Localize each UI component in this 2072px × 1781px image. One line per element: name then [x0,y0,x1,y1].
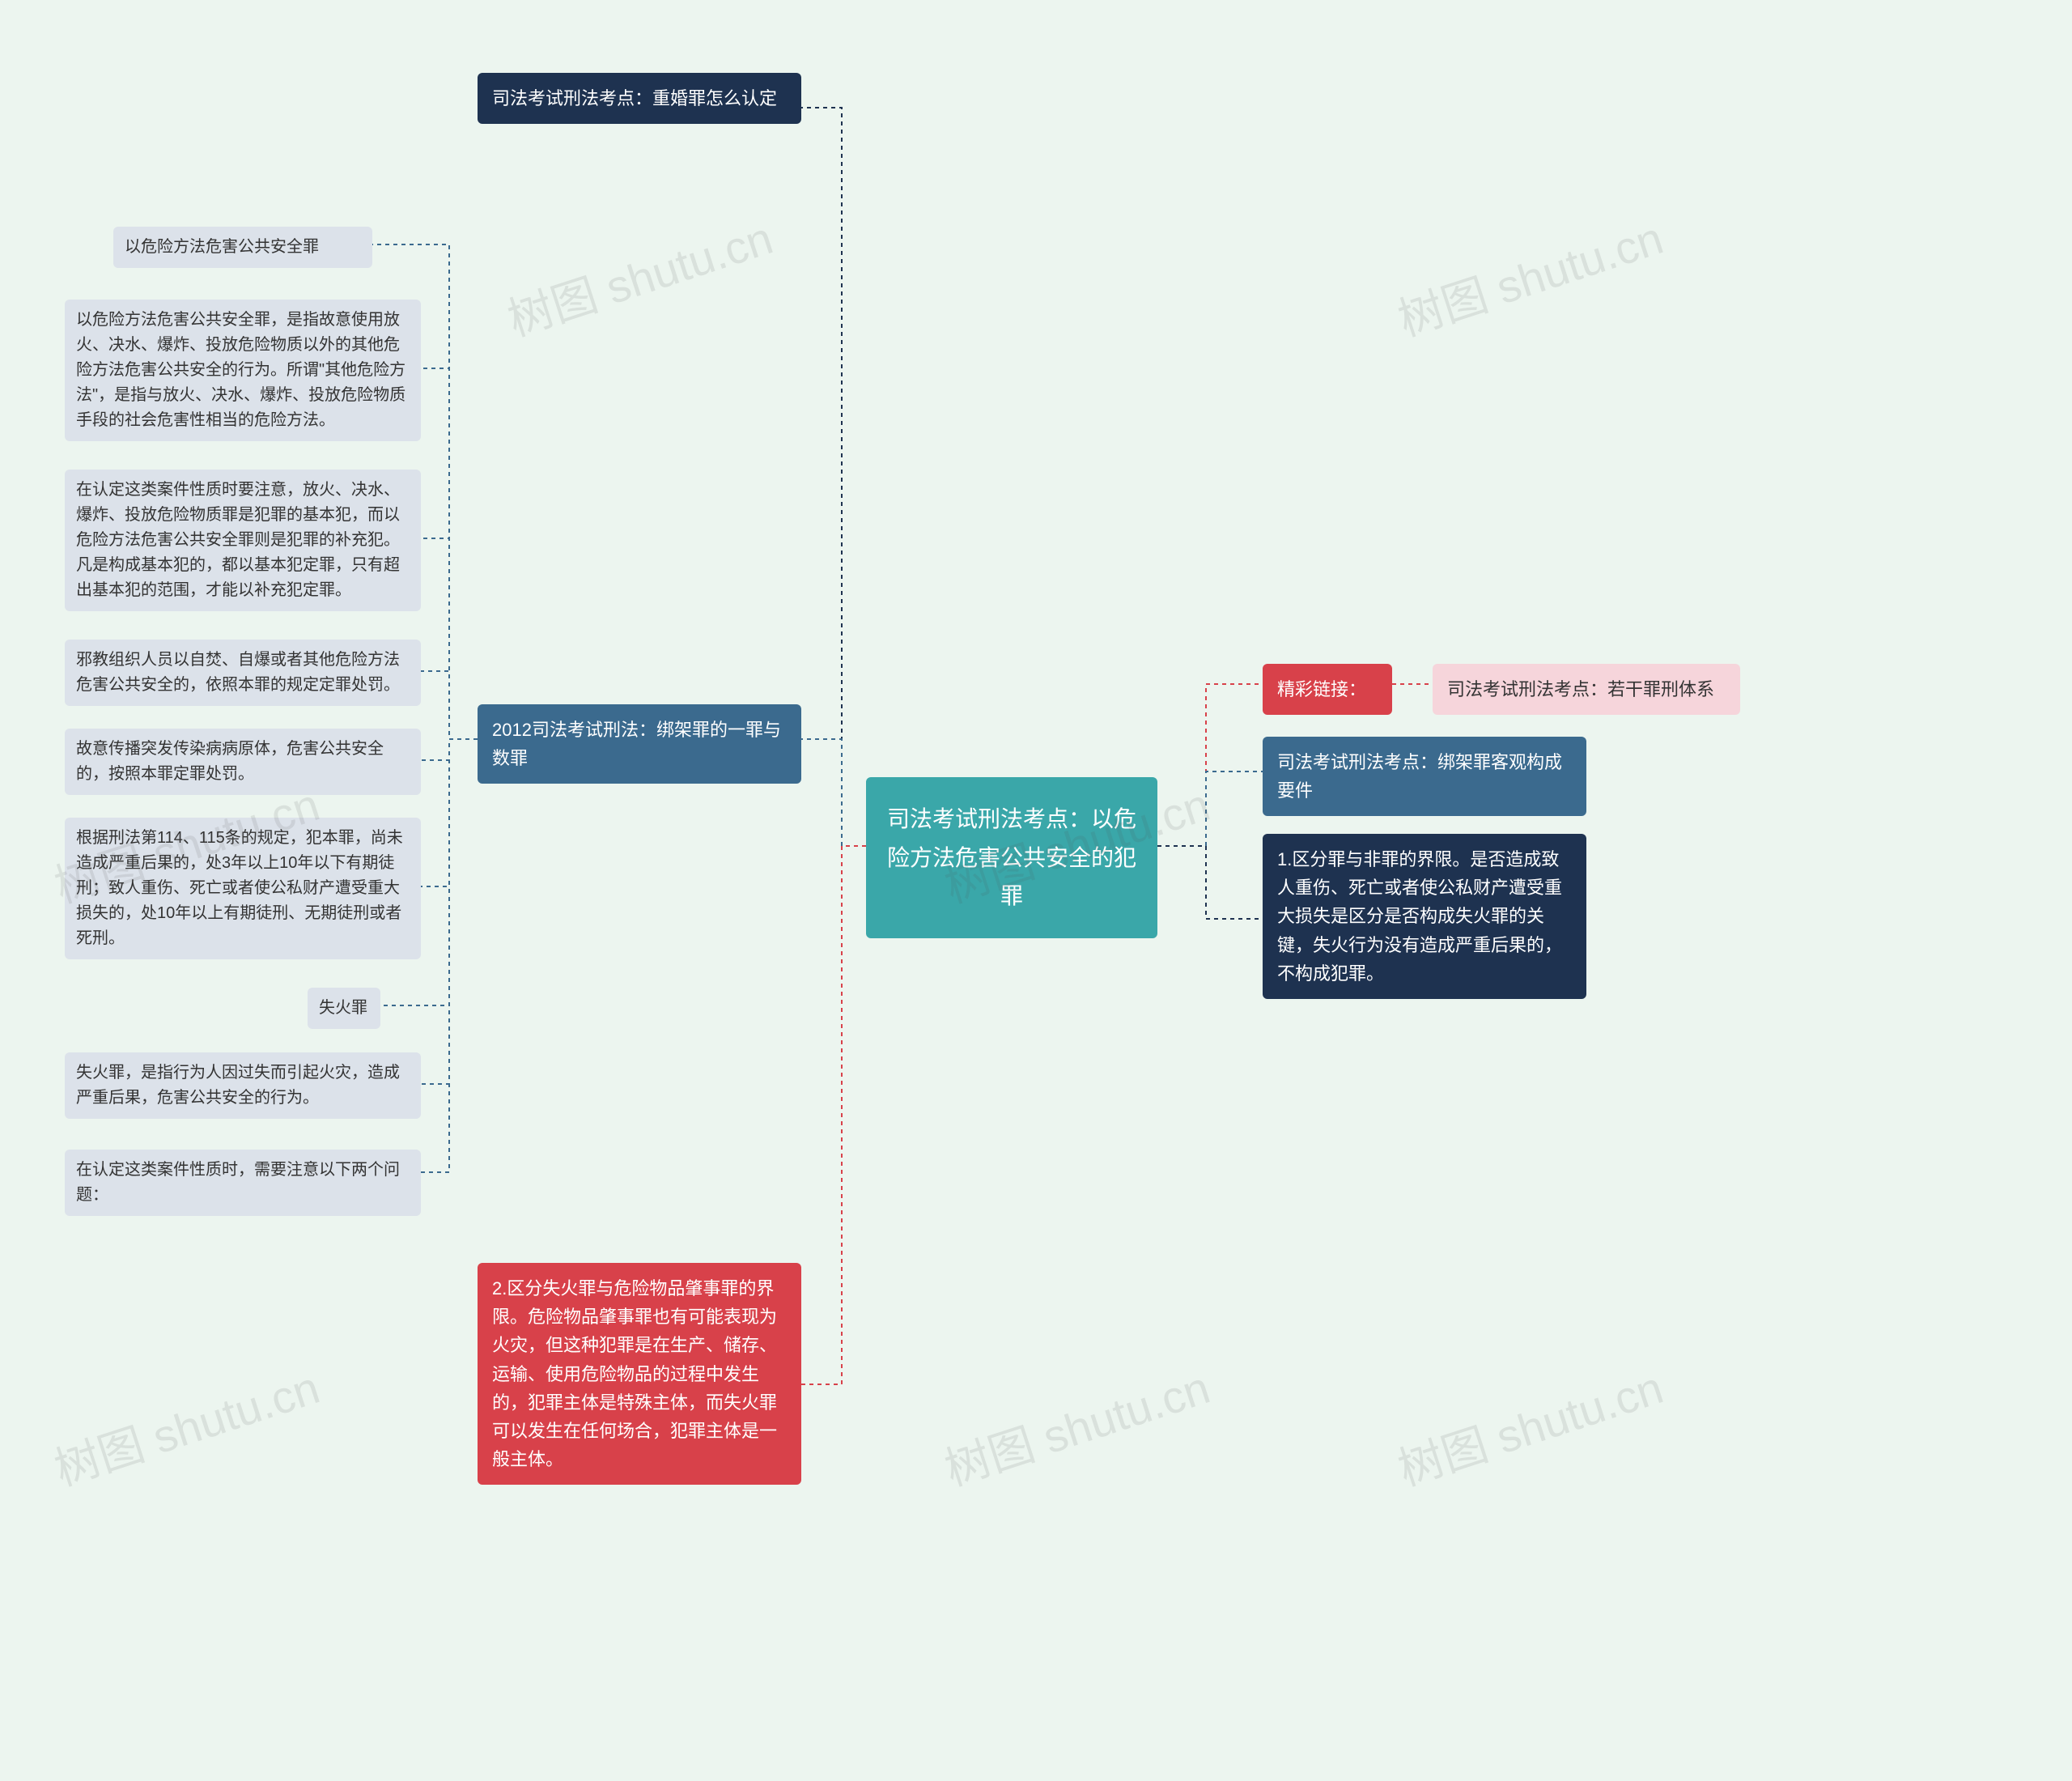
watermark: 树图 shutu.cn [1389,202,1671,350]
right-branch-1-child[interactable]: 司法考试刑法考点：若干罪刑体系 [1433,664,1740,715]
leaf-node: 在认定这类案件性质时要注意，放火、决水、爆炸、投放危险物质罪是犯罪的基本犯，而以… [65,470,421,611]
right-branch-1[interactable]: 精彩链接： [1263,664,1392,715]
leaf-node: 邪教组织人员以自焚、自爆或者其他危险方法危害公共安全的，依照本罪的规定定罪处罚。 [65,640,421,706]
left-branch-2[interactable]: 2012司法考试刑法：绑架罪的一罪与数罪 [478,704,801,784]
leaf-node: 失火罪，是指行为人因过失而引起火灾，造成严重后果，危害公共安全的行为。 [65,1052,421,1119]
watermark: 树图 shutu.cn [45,1352,327,1499]
watermark: 树图 shutu.cn [1389,1352,1671,1499]
leaf-node: 以危险方法危害公共安全罪 [113,227,372,268]
leaf-node: 在认定这类案件性质时，需要注意以下两个问题： [65,1150,421,1216]
leaf-node: 以危险方法危害公共安全罪，是指故意使用放火、决水、爆炸、投放危险物质以外的其他危… [65,300,421,441]
leaf-node: 失火罪 [308,988,380,1029]
leaf-node: 故意传播突发传染病病原体，危害公共安全的，按照本罪定罪处罚。 [65,729,421,795]
left-branch-1[interactable]: 司法考试刑法考点：重婚罪怎么认定 [478,73,801,124]
leaf-node: 根据刑法第114、115条的规定，犯本罪，尚未造成严重后果的，处3年以上10年以… [65,818,421,959]
watermark: 树图 shutu.cn [499,202,780,350]
watermark: 树图 shutu.cn [936,1352,1217,1499]
center-node[interactable]: 司法考试刑法考点：以危险方法危害公共安全的犯罪 [866,777,1157,938]
left-branch-3[interactable]: 2.区分失火罪与危险物品肇事罪的界限。危险物品肇事罪也有可能表现为火灾，但这种犯… [478,1263,801,1485]
right-branch-3[interactable]: 1.区分罪与非罪的界限。是否造成致人重伤、死亡或者使公私财产遭受重大损失是区分是… [1263,834,1586,999]
right-branch-2[interactable]: 司法考试刑法考点：绑架罪客观构成要件 [1263,737,1586,816]
